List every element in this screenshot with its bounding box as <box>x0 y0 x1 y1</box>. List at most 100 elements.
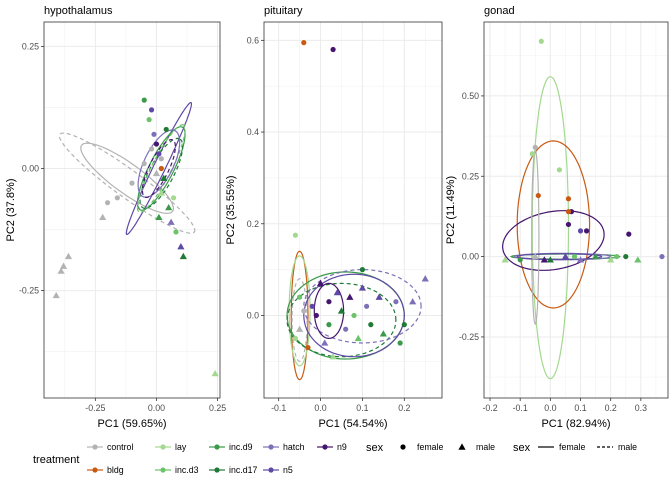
legend-sex-line-items: female male <box>538 442 637 452</box>
point-inc-d3-male <box>354 334 362 342</box>
point-hatch-female <box>393 299 399 305</box>
y-tick-label: -0.25 <box>459 332 479 342</box>
y-tick-label: 0.2 <box>247 219 259 229</box>
point-n5-male <box>333 288 341 296</box>
point-hatch-female <box>343 326 349 332</box>
y-tick-label: -0.25 <box>19 286 39 296</box>
y-tick-label: 0.25 <box>462 171 479 181</box>
x-tick-label: -0.1 <box>513 403 528 413</box>
point-inc-d3-female <box>146 117 152 123</box>
point-n5-female <box>156 151 162 157</box>
point-n9-female <box>565 221 572 228</box>
point-inc-d17-male <box>160 174 168 181</box>
y-axis-label: PC2 (37.8%) <box>5 179 17 242</box>
legend-label-n9: n9 <box>337 442 347 452</box>
point-hatch-female <box>659 253 665 260</box>
point-inc-d17-male <box>337 307 346 314</box>
ellipse-control-female <box>531 149 540 325</box>
point-control-female <box>532 144 538 150</box>
legend-label-bldg: bldg <box>107 465 124 475</box>
point-bldg-female <box>565 209 572 215</box>
ellipse-inc-d17-male <box>286 282 397 358</box>
ellipse-n9-female <box>313 282 345 340</box>
point-n5-male <box>177 243 185 250</box>
point-inc-d17-female <box>401 322 407 328</box>
point-lay-female <box>538 38 544 44</box>
point-n9-female <box>626 231 632 237</box>
legend-treatment-items: control lay inc.d9 hatch n9 bldg inc.d3 inc.d17… <box>87 442 347 475</box>
point-control-female <box>129 180 135 186</box>
panel-title: gonad <box>484 5 515 17</box>
legend-shape-label-male: male <box>476 442 495 452</box>
y-tick-label: 0.0 <box>247 310 259 320</box>
point-lay-female <box>292 335 299 341</box>
point-control-male <box>531 252 539 260</box>
legend-sex-line-title: sex <box>513 442 531 454</box>
legend-shape-male <box>458 443 466 450</box>
y-tick-label: 0.6 <box>247 35 259 45</box>
legend-treatment-title: treatment <box>33 454 79 466</box>
ellipse-control-male <box>291 278 308 362</box>
legend-label-inc-d17: inc.d17 <box>229 465 257 475</box>
x-axis-label: PC1 (82.94%) <box>541 418 610 430</box>
legend-key-point-inc-d3 <box>160 467 166 473</box>
point-lay-male <box>211 369 219 377</box>
point-hatch-male <box>576 256 585 263</box>
point-n5-female <box>577 228 584 234</box>
legend-label-control: control <box>107 442 133 452</box>
y-tick-label: 0.50 <box>462 91 479 101</box>
legend-label-inc-d9: inc.d9 <box>229 442 253 452</box>
ellipse-n9-male <box>141 138 176 199</box>
legend-label-n5: n5 <box>283 465 293 475</box>
legend-label-hatch: hatch <box>283 442 305 452</box>
panel-title: hypothalamus <box>44 5 113 17</box>
y-tick-label: 0.25 <box>22 41 39 51</box>
legend-key-point-control <box>92 444 98 450</box>
x-tick-label: 0.25 <box>209 403 226 413</box>
point-lay-female <box>292 232 299 238</box>
point-control-female <box>141 161 147 167</box>
point-control-female <box>114 195 120 201</box>
x-tick-label: 0.1 <box>356 403 368 413</box>
point-inc-d17-male <box>179 252 187 260</box>
y-tick-label: 0.00 <box>462 252 479 262</box>
point-n9-female <box>153 141 160 147</box>
point-n9-female <box>583 228 590 234</box>
ellipse-hatch-female <box>137 129 181 198</box>
y-axis-label: PC2 (35.55%) <box>225 175 237 244</box>
point-n9-female <box>313 312 319 319</box>
point-lay-female <box>556 167 563 173</box>
legend-key-point-n5 <box>268 467 274 473</box>
legend-sex-shape-items: female male <box>400 442 495 452</box>
point-lay-male <box>501 256 509 263</box>
point-n9-male <box>540 256 548 263</box>
point-inc-d3-female <box>614 253 620 260</box>
x-tick-label: 0.1 <box>574 403 586 413</box>
point-n5-male <box>561 252 570 260</box>
plot-marks <box>52 97 219 377</box>
legend: treatment control lay inc.d9 hatch n9 bldg inc… <box>33 442 637 475</box>
legend-shape-label-female: female <box>417 442 444 452</box>
ellipse-inc-d3-male <box>136 124 186 213</box>
legend-key-point-bldg <box>92 467 98 473</box>
y-tick-label: 0.4 <box>247 127 259 137</box>
panel-title: pituitary <box>264 5 303 17</box>
point-hatch-female <box>364 303 370 309</box>
legend-key-point-inc-d17 <box>214 467 220 473</box>
panel-border <box>263 21 443 399</box>
gonad-panel: -0.2 -0.1 0.0 0.1 0.2 0.3 0.50 0.25 0.00 -0.25 gon… <box>445 5 669 430</box>
plot-background <box>44 22 220 398</box>
legend-label-lay: lay <box>175 442 187 452</box>
point-inc-d17-male <box>546 256 554 263</box>
point-inc-d9-female <box>141 97 147 103</box>
point-n9-male <box>316 279 325 287</box>
legend-linetype-label-female: female <box>559 442 586 452</box>
ellipse-inc-d17-male <box>139 137 184 210</box>
point-inc-d3-female <box>173 229 179 235</box>
legend-key-point-n9 <box>322 444 328 450</box>
point-control-female <box>104 200 111 206</box>
point-control-female <box>301 308 307 314</box>
legend-linetype-label-male: male <box>618 442 637 452</box>
point-control-male <box>52 291 60 299</box>
